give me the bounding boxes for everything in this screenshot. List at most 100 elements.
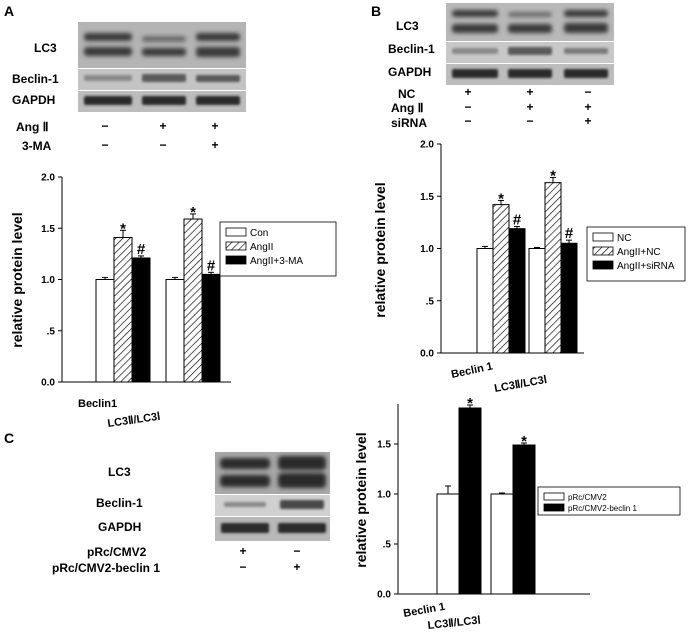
legend-label: Con bbox=[250, 228, 268, 239]
y-tick-label: 0.0 bbox=[377, 590, 391, 601]
panel-a-blot: A LC3 Beclin-1 GAPDH bbox=[4, 3, 246, 153]
panel-b-mark: − bbox=[464, 100, 471, 114]
legend-swatch bbox=[592, 246, 614, 256]
panel-b-mark: + bbox=[584, 114, 591, 128]
legend-swatch bbox=[592, 260, 614, 270]
panel-c-beclin-blot bbox=[215, 495, 330, 516]
panel-a-lc3-label: LC3 bbox=[34, 41, 57, 55]
panel-b-mark: − bbox=[584, 85, 591, 99]
panel-c-mark: − bbox=[239, 560, 246, 574]
legend-label: NC bbox=[617, 233, 631, 244]
legend-swatch bbox=[225, 255, 247, 265]
bar bbox=[492, 204, 510, 354]
panel-a-label: A bbox=[4, 3, 14, 19]
y-tick-label: .5 bbox=[426, 296, 435, 307]
panel-c-lc3-label: LC3 bbox=[108, 465, 131, 479]
panel-b-cond-1-name: NC bbox=[398, 87, 416, 101]
panel-c-mark: − bbox=[293, 544, 300, 558]
bar bbox=[528, 248, 546, 354]
panel-a-mark: − bbox=[159, 138, 166, 152]
panel-a-cond-1-name: Ang Ⅱ bbox=[16, 120, 49, 134]
panel-a-gapdh-label: GAPDH bbox=[12, 93, 55, 107]
panel-b-gapdh-label: GAPDH bbox=[388, 65, 431, 79]
significance-mark: * bbox=[521, 433, 527, 450]
panel-c-gapdh-label: GAPDH bbox=[98, 520, 141, 534]
y-tick-label: 2.0 bbox=[420, 140, 434, 151]
significance-mark: * bbox=[190, 204, 196, 221]
bar bbox=[544, 182, 562, 354]
y-tick-label: 1.5 bbox=[377, 440, 391, 451]
panel-b-lc3-blot bbox=[446, 3, 614, 41]
bar bbox=[131, 257, 151, 383]
y-tick-label: 0.0 bbox=[420, 349, 434, 360]
significance-mark: # bbox=[137, 241, 146, 258]
panel-c-blot: C LC3 Beclin-1 GAPDH bbox=[4, 430, 330, 575]
panel-a-cond-2-name: 3-MA bbox=[22, 139, 52, 153]
y-tick-label: 1.0 bbox=[377, 490, 391, 501]
panel-c-mark: + bbox=[293, 560, 300, 574]
panel-b-mark: + bbox=[526, 100, 533, 114]
panel-a-gapdh-blot bbox=[78, 91, 246, 112]
panel-b-lc3-label: LC3 bbox=[396, 19, 419, 33]
y-tick-label: 1.0 bbox=[41, 275, 55, 286]
panel-b-mark: + bbox=[584, 100, 591, 114]
panel-b-beclin-label: Beclin-1 bbox=[388, 42, 435, 56]
category-label: Beclin 1 bbox=[402, 601, 446, 620]
category-label: Beclin 1 bbox=[450, 360, 494, 381]
chart-c: 0.0 .5 1.0 1.5 relative protein level * * Becli… bbox=[353, 395, 681, 632]
panel-a-beclin-blot bbox=[78, 69, 246, 90]
significance-mark: * bbox=[120, 220, 126, 237]
legend-label: AngII bbox=[250, 242, 273, 253]
significance-mark: # bbox=[207, 257, 216, 274]
bar bbox=[560, 242, 578, 354]
legend-label: pRc/CMV2 bbox=[568, 493, 607, 502]
y-tick-label: .5 bbox=[47, 326, 56, 337]
bar bbox=[436, 493, 460, 595]
y-tick-label: 2.0 bbox=[41, 173, 55, 184]
category-label: LC3Ⅱ/LC3Ⅰ bbox=[493, 374, 548, 395]
panel-c-cond-2-name: pRc/CMV2-beclin 1 bbox=[52, 561, 160, 575]
y-tick-label: 1.0 bbox=[420, 244, 434, 255]
bar bbox=[183, 218, 203, 383]
panel-b-mark: + bbox=[464, 85, 471, 99]
y-tick-label: .5 bbox=[383, 540, 392, 551]
bar bbox=[95, 279, 115, 383]
y-tick-label: 1.5 bbox=[41, 224, 55, 235]
bar bbox=[165, 279, 185, 383]
category-label: LC3Ⅱ/LC3Ⅰ bbox=[107, 411, 161, 430]
category-label: Beclin1 bbox=[78, 398, 117, 410]
panel-c-gapdh-blot bbox=[215, 517, 330, 541]
chart-b: 0.0 .5 1.0 1.5 2.0 relative protein level * # * #… bbox=[372, 140, 686, 395]
bar bbox=[508, 228, 526, 354]
panel-b-blot: B LC3 Beclin-1 GAPDH bbox=[371, 3, 614, 130]
legend-label: AngII+siRNA bbox=[617, 261, 675, 272]
significance-mark: * bbox=[550, 167, 556, 184]
legend-label: AngII+3-MA bbox=[250, 256, 303, 267]
bar bbox=[476, 248, 494, 354]
y-tick-label: 0.0 bbox=[41, 378, 55, 389]
panel-c-mark: + bbox=[239, 544, 246, 558]
category-label: LC3Ⅱ/LC3Ⅰ bbox=[427, 614, 481, 632]
legend-swatch bbox=[543, 503, 565, 512]
panel-b-beclin-blot bbox=[446, 42, 614, 63]
bar bbox=[458, 407, 482, 595]
panel-a-mark: − bbox=[101, 138, 108, 152]
panel-b-cond-3-name: siRNA bbox=[391, 116, 427, 130]
panel-b-mark: − bbox=[464, 114, 471, 128]
significance-mark: * bbox=[467, 395, 473, 412]
panel-b-cond-2-name: Ang Ⅱ bbox=[391, 101, 424, 115]
legend-swatch bbox=[225, 227, 247, 237]
y-tick-label: 1.5 bbox=[420, 192, 434, 203]
panel-b-mark: − bbox=[526, 114, 533, 128]
panel-c-beclin-label: Beclin-1 bbox=[96, 496, 143, 510]
panel-c-label: C bbox=[4, 430, 14, 446]
panel-a-mark: + bbox=[211, 138, 218, 152]
panel-a-mark: − bbox=[101, 119, 108, 133]
panel-a-mark: + bbox=[211, 119, 218, 133]
legend-label: AngII+NC bbox=[617, 247, 661, 258]
panel-b-gapdh-blot bbox=[446, 64, 614, 85]
bar bbox=[490, 493, 514, 595]
bar bbox=[512, 444, 536, 595]
y-axis-label: relative protein level bbox=[372, 182, 388, 317]
